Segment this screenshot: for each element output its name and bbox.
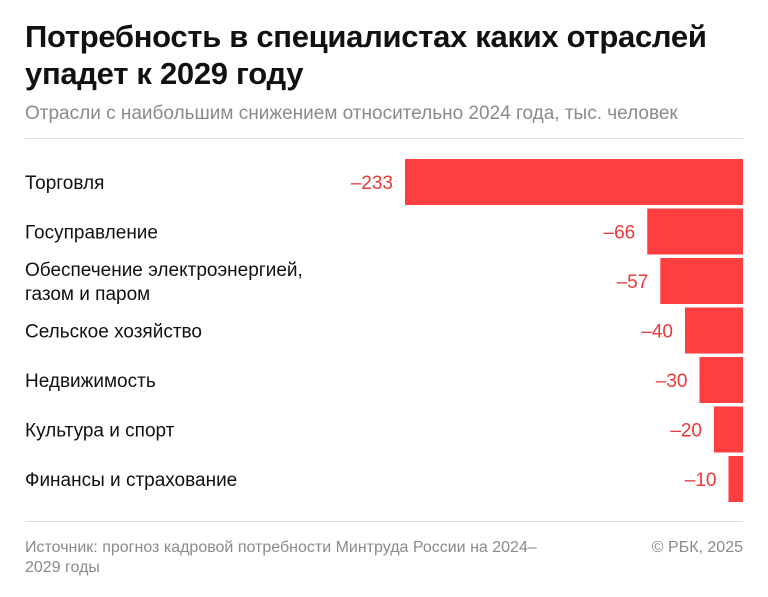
copyright: © РБК, 2025 [651, 539, 743, 556]
bar [405, 159, 743, 205]
chart-subtitle: Отрасли с наибольшим снижением относител… [25, 103, 678, 124]
value-label: –10 [685, 470, 717, 491]
bar [713, 406, 743, 453]
category-label: Сельское хозяйство [25, 322, 202, 343]
value-label: –30 [656, 371, 688, 392]
bar [684, 307, 743, 354]
category-label: Обеспечение электроэнергией, газом и паро… [25, 260, 303, 305]
value-label: –233 [351, 173, 393, 194]
top-divider [25, 138, 743, 139]
bar [647, 208, 743, 255]
bar [728, 456, 743, 502]
value-label: –20 [670, 421, 702, 442]
chart-title: Потребность в специалистах каких отрасле… [25, 19, 707, 91]
value-label: –40 [641, 322, 673, 343]
category-label-line: Торговля [25, 173, 104, 194]
category-label-line: Недвижимость [25, 371, 156, 392]
category-label-line: Финансы и страхование [25, 470, 237, 491]
bar [660, 258, 743, 304]
category-label: Госуправление [25, 223, 158, 244]
source-note: Источник: прогноз кадровой потребности М… [25, 539, 537, 576]
category-label: Торговля [25, 173, 104, 194]
category-label-line: Обеспечение электроэнергией, [25, 260, 303, 281]
bar [699, 357, 743, 403]
category-label-line: Сельское хозяйство [25, 322, 202, 343]
category-label: Финансы и страхование [25, 470, 237, 491]
category-label-line: газом и паром [25, 284, 150, 305]
category-label-line: Культура и спорт [25, 421, 175, 442]
category-label: Культура и спорт [25, 421, 175, 442]
category-label: Недвижимость [25, 371, 156, 392]
value-label: –57 [617, 272, 649, 293]
bottom-divider [25, 521, 743, 522]
value-label: –66 [604, 223, 636, 244]
category-label-line: Госуправление [25, 223, 158, 244]
